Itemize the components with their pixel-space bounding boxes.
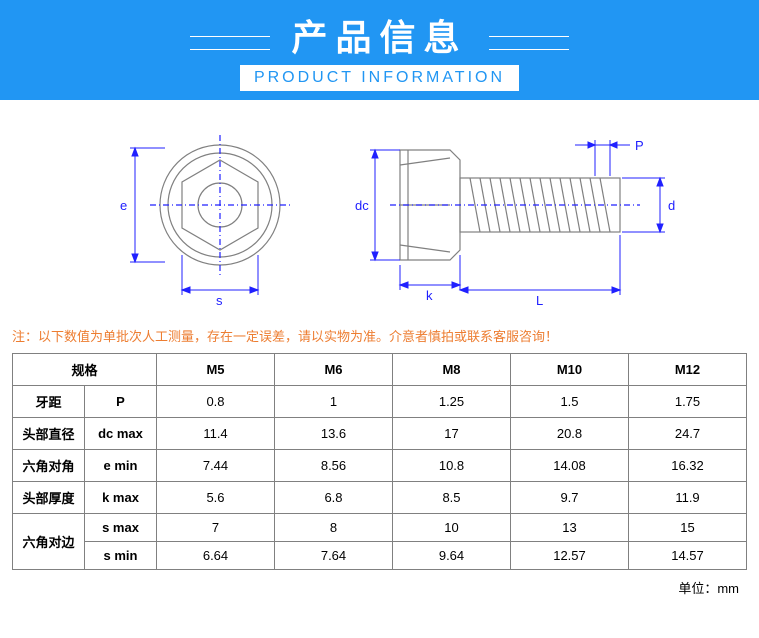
- dim-label-e: e: [120, 198, 127, 213]
- row-label-cn: 头部厚度: [13, 482, 85, 514]
- note-text: 注：以下数值为单批次人工测量，存在一定误差，请以实物为准。介意者慎拍或联系客服咨…: [0, 320, 759, 353]
- header-banner: 产品信息 PRODUCT INFORMATION: [0, 0, 759, 100]
- row-label-sub: k max: [85, 482, 157, 514]
- banner-title-cn: 产品信息: [291, 9, 467, 61]
- cell: 5.6: [157, 482, 275, 514]
- spec-header: 规格: [13, 354, 157, 386]
- cell: 13.6: [275, 418, 393, 450]
- cell: 7.64: [275, 542, 393, 570]
- cell: 9.7: [511, 482, 629, 514]
- cell: 8: [275, 514, 393, 542]
- row-label-cn: 六角对角: [13, 450, 85, 482]
- table-row: 六角对边 s max 7 8 10 13 15: [13, 514, 747, 542]
- col-header: M8: [393, 354, 511, 386]
- cell: 17: [393, 418, 511, 450]
- cell: 20.8: [511, 418, 629, 450]
- cell: 1.25: [393, 386, 511, 418]
- cell: 8.56: [275, 450, 393, 482]
- cell: 1.75: [629, 386, 747, 418]
- cell: 13: [511, 514, 629, 542]
- table-row: 牙距 P 0.8 1 1.25 1.5 1.75: [13, 386, 747, 418]
- cell: 7: [157, 514, 275, 542]
- spec-table: 规格 M5 M6 M8 M10 M12 牙距 P 0.8 1 1.25 1.5 …: [12, 353, 747, 570]
- banner-title-en: PRODUCT INFORMATION: [240, 65, 519, 91]
- table-row: 头部直径 dc max 11.4 13.6 17 20.8 24.7: [13, 418, 747, 450]
- dim-label-k: k: [426, 288, 433, 303]
- banner-decoration-left: [190, 36, 270, 50]
- cell: 10: [393, 514, 511, 542]
- row-label-cn: 牙距: [13, 386, 85, 418]
- cell: 9.64: [393, 542, 511, 570]
- dim-label-d: d: [668, 198, 675, 213]
- cell: 14.57: [629, 542, 747, 570]
- unit-label: 单位：mm: [0, 570, 759, 597]
- row-label-cn: 头部直径: [13, 418, 85, 450]
- col-header: M12: [629, 354, 747, 386]
- dim-label-L: L: [536, 293, 543, 308]
- cell: 10.8: [393, 450, 511, 482]
- cell: 15: [629, 514, 747, 542]
- dim-label-s: s: [216, 293, 223, 308]
- table-row: 六角对角 e min 7.44 8.56 10.8 14.08 16.32: [13, 450, 747, 482]
- cell: 6.64: [157, 542, 275, 570]
- cell: 1: [275, 386, 393, 418]
- table-row: s min 6.64 7.64 9.64 12.57 14.57: [13, 542, 747, 570]
- cell: 24.7: [629, 418, 747, 450]
- row-label-sub: dc max: [85, 418, 157, 450]
- cell: 8.5: [393, 482, 511, 514]
- row-label-sub: P: [85, 386, 157, 418]
- dim-label-P: P: [635, 138, 644, 153]
- row-label-cn: 六角对边: [13, 514, 85, 570]
- col-header: M5: [157, 354, 275, 386]
- cell: 11.9: [629, 482, 747, 514]
- table-header-row: 规格 M5 M6 M8 M10 M12: [13, 354, 747, 386]
- row-label-sub: s max: [85, 514, 157, 542]
- table-row: 头部厚度 k max 5.6 6.8 8.5 9.7 11.9: [13, 482, 747, 514]
- row-label-sub: s min: [85, 542, 157, 570]
- col-header: M6: [275, 354, 393, 386]
- cell: 7.44: [157, 450, 275, 482]
- dim-label-dc: dc: [355, 198, 369, 213]
- col-header: M10: [511, 354, 629, 386]
- cell: 0.8: [157, 386, 275, 418]
- cell: 6.8: [275, 482, 393, 514]
- cell: 14.08: [511, 450, 629, 482]
- cell: 16.32: [629, 450, 747, 482]
- banner-decoration-right: [489, 36, 569, 50]
- cell: 11.4: [157, 418, 275, 450]
- cell: 12.57: [511, 542, 629, 570]
- technical-diagram: e s: [0, 100, 759, 320]
- row-label-sub: e min: [85, 450, 157, 482]
- cell: 1.5: [511, 386, 629, 418]
